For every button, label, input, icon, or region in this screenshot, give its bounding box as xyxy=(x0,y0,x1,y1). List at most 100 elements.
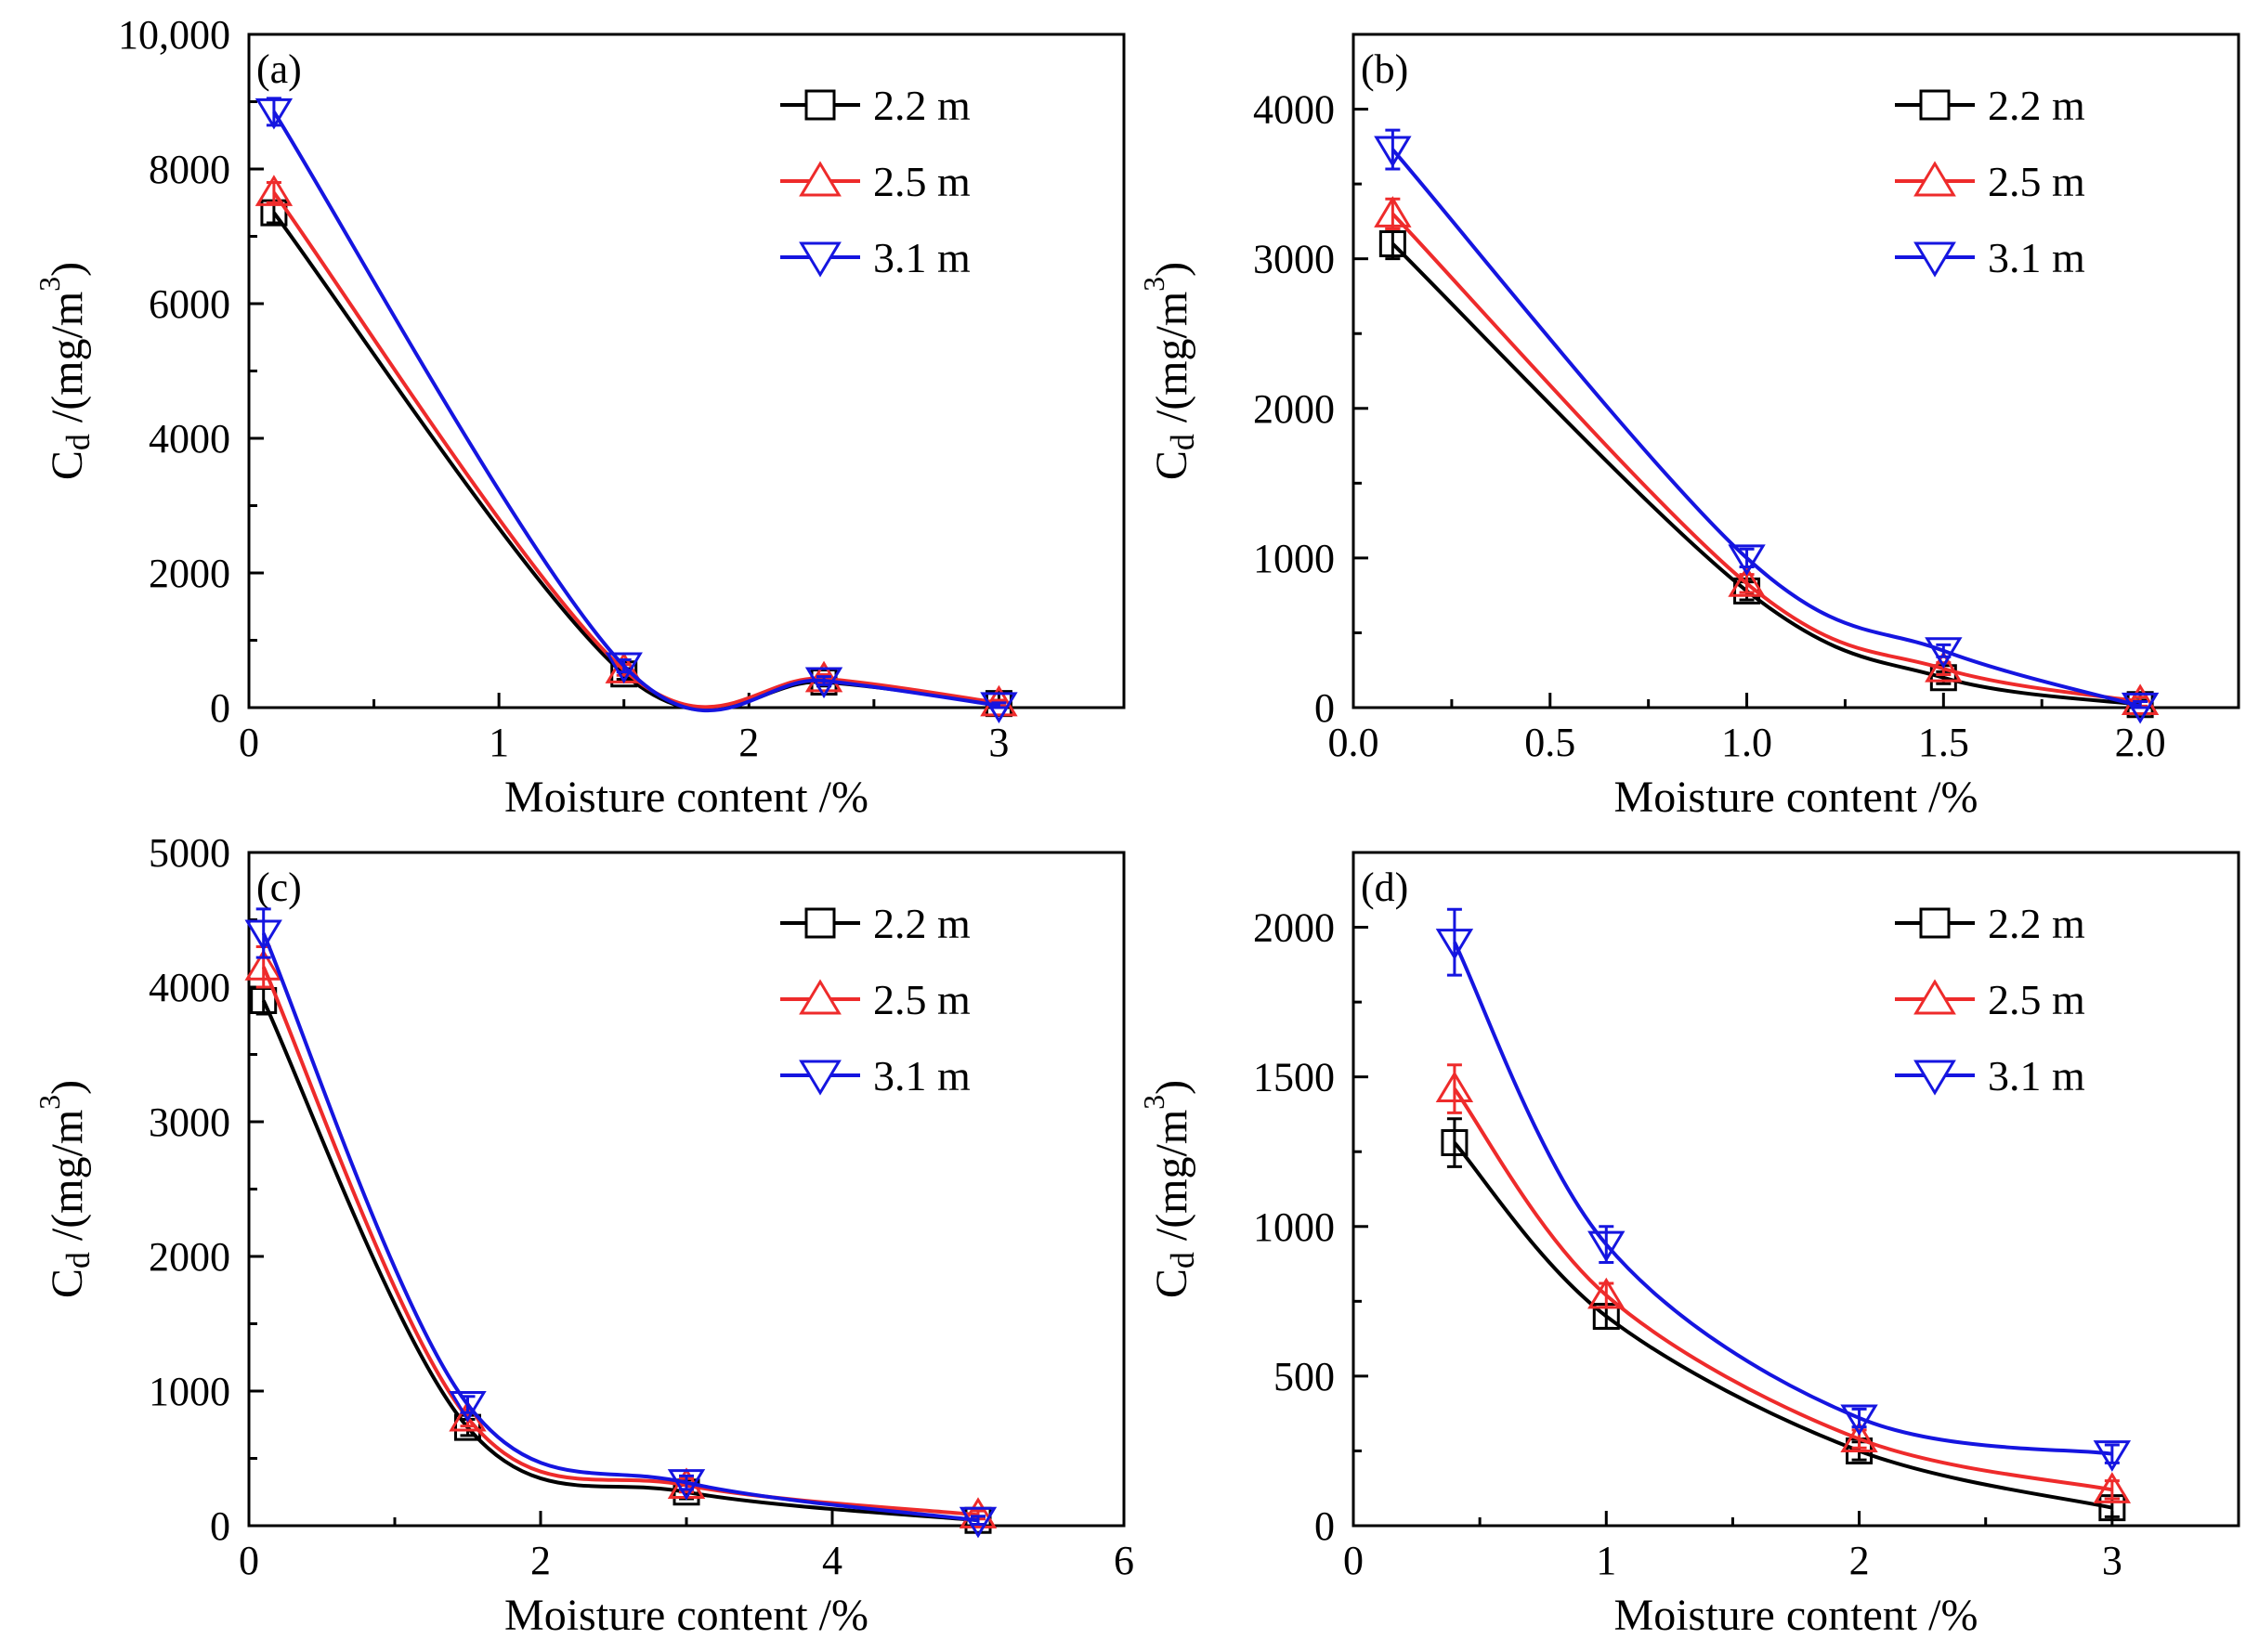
y-tick-label: 500 xyxy=(1273,1354,1335,1399)
y-tick-label: 0 xyxy=(210,1503,230,1549)
series-line xyxy=(1391,212,2141,704)
data-point xyxy=(2121,692,2160,724)
panel-label: (d) xyxy=(1361,865,1408,910)
data-point xyxy=(2093,1472,2132,1503)
series-2.2m xyxy=(1378,227,2154,719)
legend-marker xyxy=(1913,161,1956,197)
y-tick-label: 4000 xyxy=(1253,87,1335,133)
y-tick-label: 4000 xyxy=(149,416,230,462)
legend-marker xyxy=(799,241,842,278)
data-point xyxy=(255,175,294,206)
data-point xyxy=(959,1497,998,1528)
y-axis-label: Cd /(mg/m3) xyxy=(33,1080,97,1298)
y-tick-label: 5000 xyxy=(149,830,230,876)
legend: 2.2 m 2.5 m 3.1 m xyxy=(780,82,971,281)
legend-label: 3.1 m xyxy=(873,1052,971,1099)
y-axis-label: Cd /(mg/m3) xyxy=(1137,262,1201,480)
data-point xyxy=(804,667,843,699)
legend-label: 2.5 m xyxy=(873,976,971,1023)
panel-label: (b) xyxy=(1361,46,1408,92)
x-tick-label: 0 xyxy=(239,720,259,765)
x-axis-label: Moisture content /% xyxy=(504,773,868,822)
legend-label: 2.2 m xyxy=(873,82,971,129)
y-tick-label: 2000 xyxy=(149,1234,230,1280)
legend-label: 2.2 m xyxy=(1988,82,2085,129)
series-3.1m xyxy=(255,97,1018,723)
y-tick-label: 6000 xyxy=(149,281,230,327)
series-3.1m xyxy=(244,907,998,1539)
x-tick-label: 4 xyxy=(822,1538,842,1583)
legend-marker xyxy=(1913,1060,1956,1096)
x-tick-label: 2 xyxy=(530,1538,551,1583)
x-tick-label: 1.5 xyxy=(1918,720,1969,765)
data-point xyxy=(804,660,843,693)
data-point xyxy=(1435,929,1474,960)
x-tick-label: 6 xyxy=(1114,1538,1134,1583)
chart-panel-4: 0 1 2 3 0 500 1000 1500 2000 Moisture content /% C… xyxy=(1137,851,2240,1640)
legend-marker xyxy=(1919,89,1951,121)
legend-marker xyxy=(804,89,836,121)
legend-label: 3.1 m xyxy=(1988,1052,2085,1099)
x-tick-label: 2.0 xyxy=(2115,720,2166,765)
legend-label: 2.2 m xyxy=(873,900,971,947)
y-tick-label: 3000 xyxy=(1253,237,1335,282)
y-axis-label: Cd /(mg/m3) xyxy=(1137,1080,1201,1298)
plot-frame xyxy=(247,851,1126,1528)
data-point xyxy=(1374,136,1412,168)
x-tick-label: 1 xyxy=(1596,1538,1616,1583)
panel-label: (c) xyxy=(256,865,302,910)
x-axis-label: Moisture content /% xyxy=(1614,1591,1978,1640)
y-tick-label: 1000 xyxy=(1253,536,1335,581)
series-2.2m xyxy=(1441,1117,2126,1522)
series-line xyxy=(261,932,979,1523)
chart-panel-2: 0.0 0.5 1.0 1.5 2.0 0 1000 2000 3000 4000 Moisture… xyxy=(1137,33,2240,822)
y-tick-label: 1500 xyxy=(1253,1055,1335,1100)
y-tick-label: 1000 xyxy=(149,1369,230,1414)
x-tick-label: 2 xyxy=(738,720,759,765)
x-tick-label: 3 xyxy=(2102,1538,2122,1583)
legend-label: 3.1 m xyxy=(873,234,971,281)
data-point xyxy=(449,1391,487,1423)
series-2.5m xyxy=(244,945,998,1528)
data-point xyxy=(1925,637,1963,669)
x-tick-label: 0.5 xyxy=(1524,720,1575,765)
y-tick-label: 2000 xyxy=(1253,386,1335,432)
chart-panel-3: 0 2 4 6 0 1000 2000 3000 4000 5000 Moisture conten… xyxy=(33,830,1134,1640)
series-3.1m xyxy=(1374,128,2160,724)
legend: 2.2 m 2.5 m 3.1 m xyxy=(1895,82,2085,281)
y-tick-label: 3000 xyxy=(149,1099,230,1145)
legend-marker xyxy=(1919,907,1951,939)
data-point xyxy=(2121,683,2160,716)
x-axis-label: Moisture content /% xyxy=(504,1591,868,1640)
legend-label: 3.1 m xyxy=(1988,234,2085,281)
y-tick-label: 2000 xyxy=(149,551,230,596)
y-axis-label: Cd /(mg/m3) xyxy=(33,262,97,480)
series-line xyxy=(261,966,979,1517)
data-point xyxy=(1374,196,1412,228)
y-tick-label: 1000 xyxy=(1253,1204,1335,1250)
y-tick-label: 0 xyxy=(1314,1503,1335,1549)
x-tick-label: 0.0 xyxy=(1328,720,1379,765)
legend: 2.2 m 2.5 m 3.1 m xyxy=(780,900,971,1099)
data-point xyxy=(1925,650,1963,683)
data-point xyxy=(667,1469,706,1501)
panel-label: (a) xyxy=(256,46,302,92)
plot-frame xyxy=(1351,33,2240,709)
data-point xyxy=(1587,1277,1626,1309)
legend-label: 2.5 m xyxy=(1988,976,2085,1023)
data-point xyxy=(255,98,294,130)
series-line xyxy=(1391,242,2141,707)
legend-marker xyxy=(1913,979,1956,1015)
data-point xyxy=(1435,1071,1474,1103)
y-tick-label: 0 xyxy=(210,685,230,731)
legend-marker xyxy=(1913,241,1956,278)
series-line xyxy=(272,111,999,712)
x-tick-label: 2 xyxy=(1849,1538,1870,1583)
x-tick-label: 1 xyxy=(489,720,509,765)
y-tick-label: 4000 xyxy=(149,965,230,1010)
series-line xyxy=(1453,941,2113,1456)
data-point xyxy=(244,949,282,981)
data-point xyxy=(980,692,1018,723)
legend-label: 2.5 m xyxy=(873,158,971,205)
